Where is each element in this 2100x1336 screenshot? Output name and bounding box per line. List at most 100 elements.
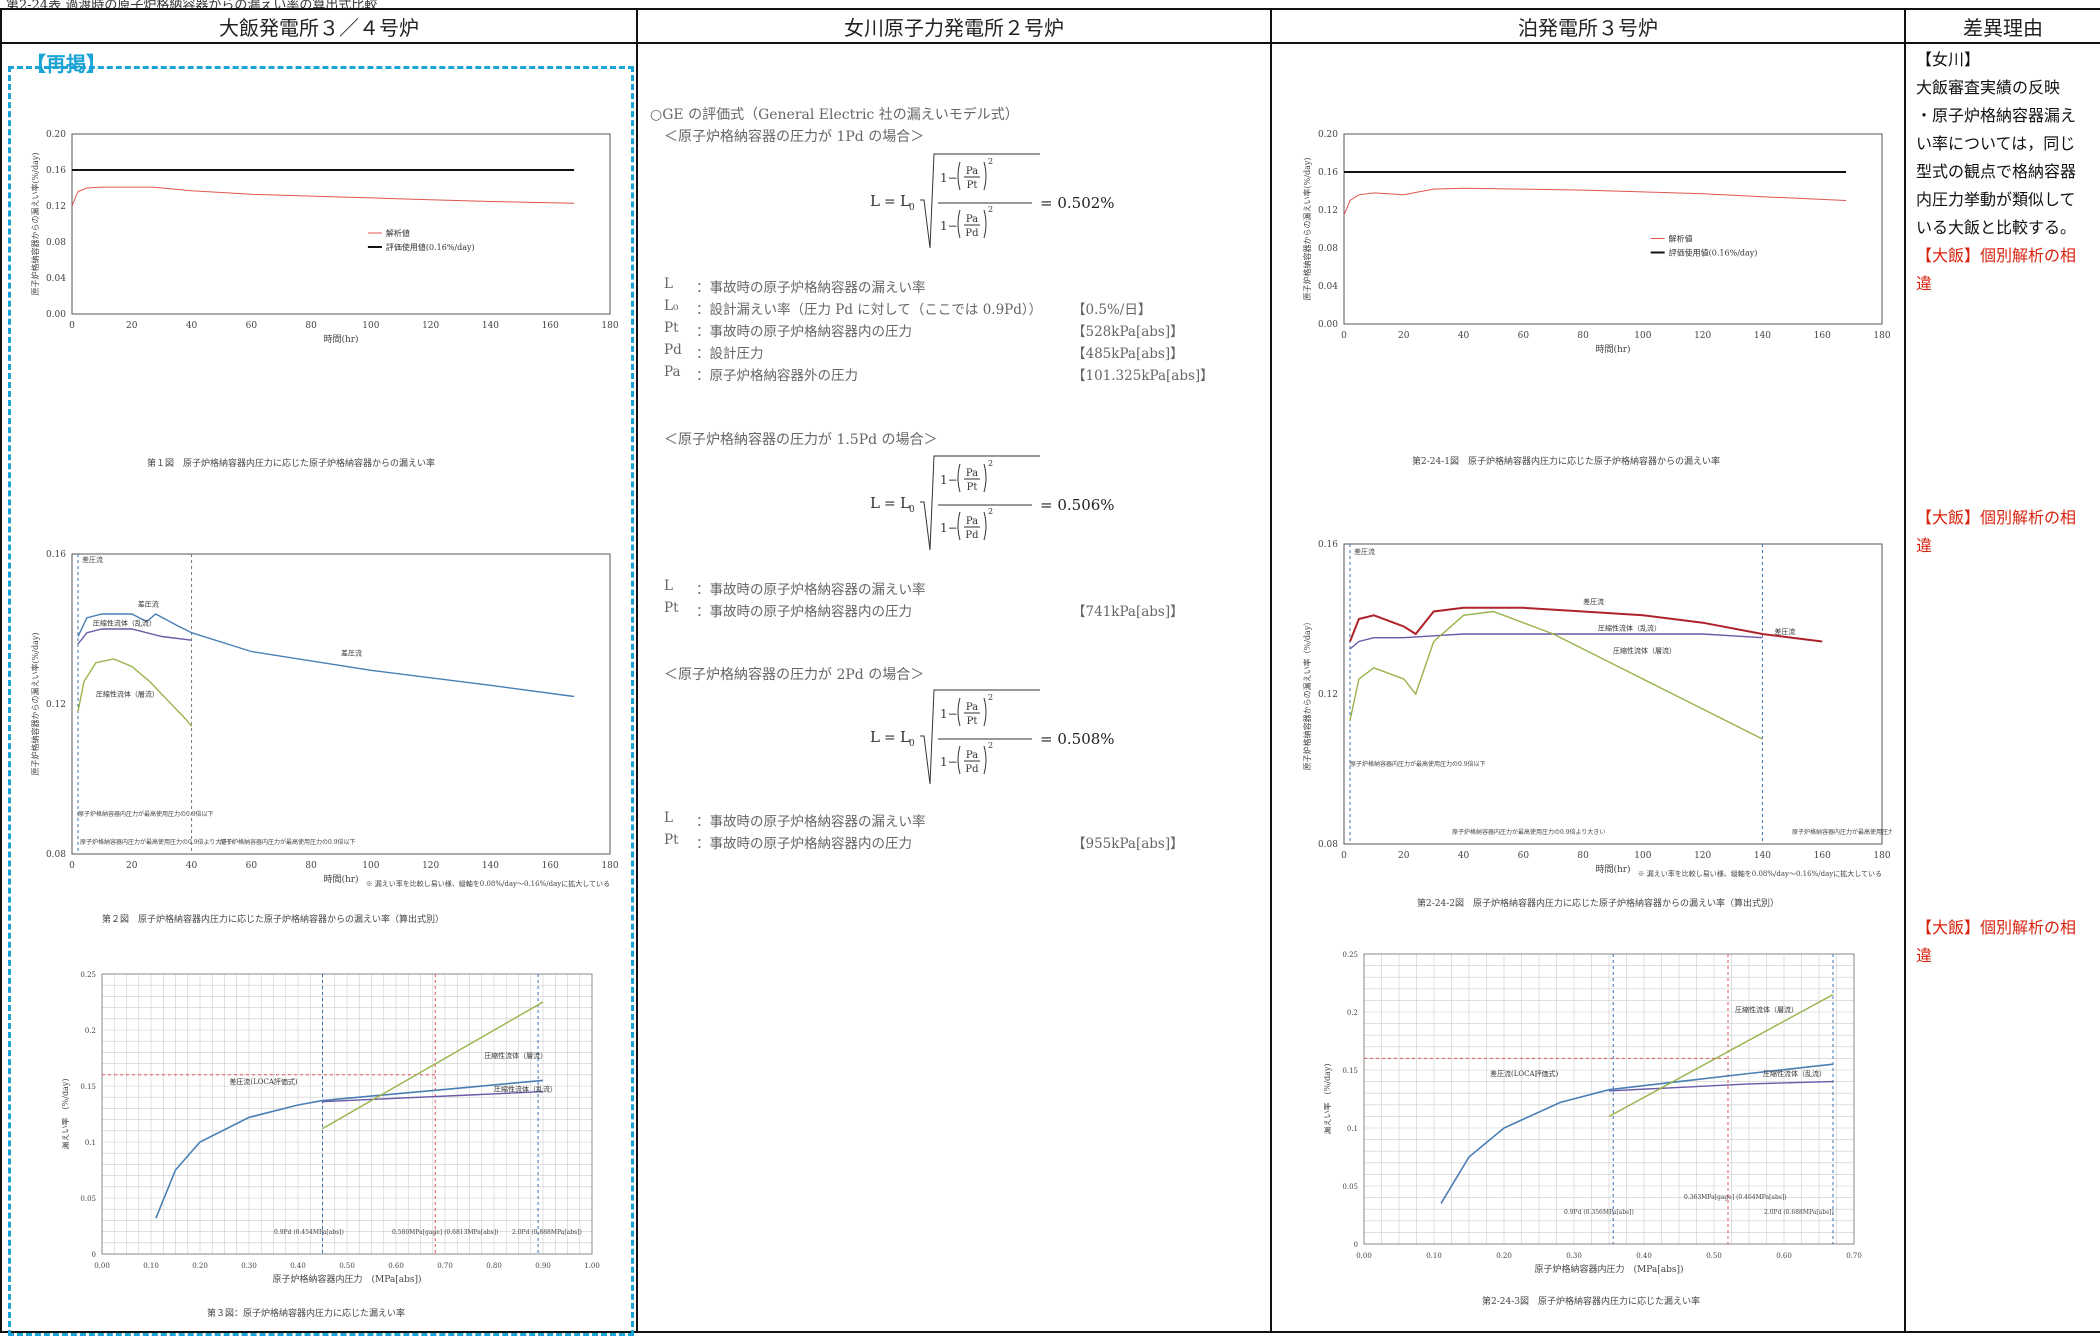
plot-frame bbox=[1343, 133, 1883, 325]
x-tick-label: 100 bbox=[362, 321, 379, 331]
chart-annotation: 0.9Pd (0.454MPa[abs]) bbox=[274, 1229, 344, 1236]
series-label: 圧縮性流体（層流） bbox=[96, 690, 159, 699]
def-value: 【0.5%/日】 bbox=[1072, 302, 1152, 318]
formula-pa: Pa bbox=[966, 166, 978, 177]
comparison-table: 大飯発電所３／４号炉 女川原子力発電所２号炉 泊発電所３号炉 差異理由 【再掲】… bbox=[0, 8, 2100, 1336]
series-label: 差圧流 bbox=[1774, 627, 1795, 636]
formula-pt: Pt bbox=[967, 482, 978, 493]
x-tick-label: 80 bbox=[305, 321, 317, 331]
series-label: 差圧流 bbox=[341, 648, 362, 657]
tomari-fig1: 0 20 40 60 80 100 120 140 160 180 0.00 0.04 0.08 0.12… bbox=[1292, 114, 1892, 355]
x-tick-label: 0.10 bbox=[1426, 1252, 1442, 1260]
x-tick-label: 180 bbox=[601, 321, 618, 331]
formula-pa: Pa bbox=[966, 468, 978, 479]
header-ohi: 大飯発電所３／４号炉 bbox=[0, 8, 638, 44]
formula-pa: Pa bbox=[966, 702, 978, 713]
y-tick-label: 0.08 bbox=[1318, 244, 1338, 254]
y-tick-label: 0.12 bbox=[46, 700, 66, 710]
ohi-fig3-caption: 第３図：原子炉格納容器内圧力に応じた漏えい率 bbox=[207, 1309, 406, 1319]
series-label: 圧縮性流体（層流） bbox=[1735, 1005, 1798, 1014]
x-tick-label: 0.30 bbox=[1566, 1252, 1582, 1260]
reason-line: 内圧力挙動が類似して bbox=[1916, 190, 2076, 209]
y-axis-label: 原子炉格納容器からの漏えい率(%/day) bbox=[1302, 158, 1312, 301]
def-description: ：設計圧力 bbox=[696, 346, 764, 362]
y-tick-label: 0.08 bbox=[1318, 840, 1338, 850]
y-axis-label: 原子炉格納容器からの漏えい率（%/day） bbox=[1302, 618, 1312, 771]
series-label: 圧縮性流体（乱流） bbox=[1763, 1069, 1826, 1078]
header-tomari: 泊発電所３号炉 bbox=[1270, 8, 1906, 44]
formula-num: 1− bbox=[940, 707, 958, 721]
ohi-fig2: 0 20 40 60 80 100 120 140 160 180 0.08 0.12 0.16 時間(h… bbox=[20, 514, 620, 914]
x-axis-label: 原子炉格納容器内圧力 (MPa[abs]) bbox=[1534, 1263, 1683, 1275]
x-tick-label: 20 bbox=[1398, 331, 1410, 341]
formula-paren bbox=[983, 463, 987, 493]
x-tick-label: 0.50 bbox=[1706, 1252, 1722, 1260]
formula-L0-sub: 0 bbox=[909, 739, 915, 749]
reason-line: ・原子炉格納容器漏え bbox=[1916, 106, 2077, 125]
tomari-fig3: 0.00 0.10 0.20 0.30 0.40 0.50 0.60 0.70 0 0.05 0.1… bbox=[1322, 914, 1864, 1284]
series-line bbox=[1608, 1080, 1834, 1092]
def-description: ：原子炉格納容器外の圧力 bbox=[696, 368, 858, 384]
x-tick-label: 40 bbox=[186, 861, 198, 871]
x-tick-label: 140 bbox=[1754, 851, 1771, 861]
y-tick-label: 0 bbox=[92, 1251, 96, 1259]
x-tick-label: 40 bbox=[186, 321, 198, 331]
chart-annotation: 原子炉格納容器内圧力が最高使用圧力の0.9倍より大きい bbox=[1452, 828, 1605, 836]
formula-L0: L bbox=[900, 494, 910, 512]
x-tick-label: 0.90 bbox=[535, 1262, 551, 1270]
x-tick-label: 120 bbox=[422, 321, 439, 331]
reason-block-3: 【大飯】個別解析の相違 bbox=[1916, 914, 2092, 970]
def-symbol: Pt bbox=[664, 832, 679, 848]
x-tick-label: 100 bbox=[1634, 851, 1651, 861]
formula-pa: Pa bbox=[966, 516, 978, 527]
x-tick-label: 0.80 bbox=[486, 1262, 502, 1270]
formula-pa: Pa bbox=[966, 750, 978, 761]
def-symbol: L bbox=[664, 810, 673, 826]
formula-eq: = bbox=[884, 496, 896, 512]
header-onagawa: 女川原子力発電所２号炉 bbox=[636, 8, 1272, 44]
x-axis-label: 時間(hr) bbox=[323, 334, 358, 344]
tomari-fig3-caption: 第2-24-3図 原子炉格納容器内圧力に応じた漏えい率 bbox=[1482, 1297, 1700, 1307]
x-tick-label: 0.00 bbox=[94, 1262, 110, 1270]
legend-label: 評価使用値(0.16%/day) bbox=[1669, 248, 1758, 258]
legend-label: 解析値 bbox=[1669, 234, 1693, 244]
y-tick-label: 0.15 bbox=[80, 1083, 96, 1091]
x-tick-label: 0.60 bbox=[1776, 1252, 1792, 1260]
x-tick-label: 20 bbox=[1398, 851, 1410, 861]
def-description: ：事故時の原子炉格納容器内の圧力 bbox=[696, 836, 912, 852]
series-label: 差圧流 bbox=[1583, 597, 1604, 606]
x-tick-label: 60 bbox=[246, 321, 258, 331]
y-tick-label: 0.08 bbox=[46, 238, 66, 248]
formula-L0-sub: 0 bbox=[909, 505, 915, 515]
tomari-fig1-caption: 第2-24-1図 原子炉格納容器内圧力に応じた原子炉格納容器からの漏えい率 bbox=[1412, 457, 1720, 467]
reason-line: 【大飯】個別解析の相 bbox=[1916, 508, 2077, 527]
def-symbol: L bbox=[664, 276, 673, 292]
y-axis-label: 原子炉格納容器からの漏えい率(%/day) bbox=[30, 153, 40, 296]
formula-exp: 2 bbox=[988, 459, 993, 468]
chart-annotation: 差圧流 bbox=[1354, 547, 1375, 556]
def-description: ：事故時の原子炉格納容器の漏えい率 bbox=[696, 582, 926, 598]
chart-annotation: 差圧流 bbox=[82, 555, 103, 564]
x-axis-label: 時間(hr) bbox=[323, 874, 358, 885]
y-tick-label: 0.12 bbox=[1318, 690, 1338, 700]
content-row: 【再掲】 0 20 40 60 80 100 120 140 160 180 0.00 0.04 0.0… bbox=[0, 42, 2100, 1336]
x-tick-label: 0.60 bbox=[388, 1262, 404, 1270]
def-symbol: Pa bbox=[664, 364, 681, 380]
x-tick-label: 20 bbox=[126, 321, 138, 331]
formula-paren bbox=[983, 511, 987, 541]
case2-title: ＜原子炉格納容器の圧力が 1.5Pd の場合＞ bbox=[664, 432, 938, 448]
y-tick-label: 0.25 bbox=[1342, 951, 1358, 959]
x-tick-label: 120 bbox=[422, 861, 439, 871]
y-tick-label: 0.05 bbox=[80, 1195, 96, 1203]
x-tick-label: 0.20 bbox=[192, 1262, 208, 1270]
x-tick-label: 120 bbox=[1694, 851, 1711, 861]
chart-annotation: ※ 漏えい率を比較し易い様、縦軸を0.08%/day～0.16%/dayに拡大し… bbox=[1638, 869, 1882, 878]
series-line bbox=[1349, 610, 1763, 740]
formula-L: L bbox=[870, 728, 880, 746]
series-line bbox=[322, 1090, 544, 1103]
y-tick-label: 0.20 bbox=[46, 130, 66, 140]
formula-paren bbox=[957, 511, 961, 541]
y-tick-label: 0.1 bbox=[85, 1139, 96, 1147]
